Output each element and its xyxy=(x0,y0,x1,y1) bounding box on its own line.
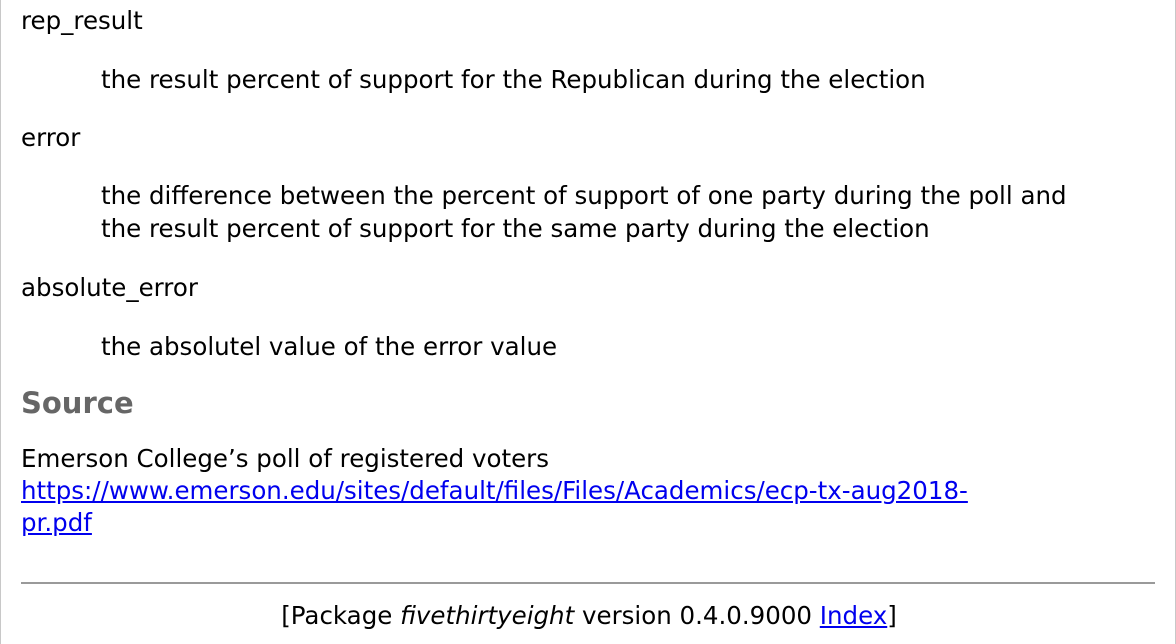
footer-divider xyxy=(21,582,1155,584)
argument-name: rep_result xyxy=(21,6,143,35)
argument-description-line: the result percent of support for the sa… xyxy=(101,214,930,243)
package-name: fivethirtyeight xyxy=(400,601,575,630)
source-text: Emerson College’s poll of registered vot… xyxy=(21,444,550,473)
argument-name: absolute_error xyxy=(21,273,198,302)
index-link[interactable]: Index xyxy=(819,601,888,630)
help-content: rep_result the result percent of support… xyxy=(21,4,1155,539)
argument-description: the absolutel value of the error value xyxy=(101,332,558,361)
package-footer: [Package fivethirtyeight version 0.4.0.9… xyxy=(1,599,1176,632)
source-heading: Source xyxy=(21,386,134,420)
source-link-line: pr.pdf xyxy=(21,508,92,537)
source-link[interactable]: https://www.emerson.edu/sites/default/fi… xyxy=(21,476,968,537)
source-link-line: https://www.emerson.edu/sites/default/fi… xyxy=(21,476,968,505)
source-section: Emerson College’s poll of registered vot… xyxy=(21,443,1155,539)
footer-close: ] xyxy=(887,601,897,630)
argument-description: the difference between the percent of su… xyxy=(101,179,1155,245)
package-version: version 0.4.0.9000 xyxy=(574,601,820,630)
argument-description-line: the difference between the percent of su… xyxy=(101,181,1067,210)
argument-name: error xyxy=(21,123,81,152)
arguments-list: rep_result the result percent of support… xyxy=(21,4,1155,363)
footer-open: [Package xyxy=(281,601,401,630)
argument-description: the result percent of support for the Re… xyxy=(101,65,926,94)
